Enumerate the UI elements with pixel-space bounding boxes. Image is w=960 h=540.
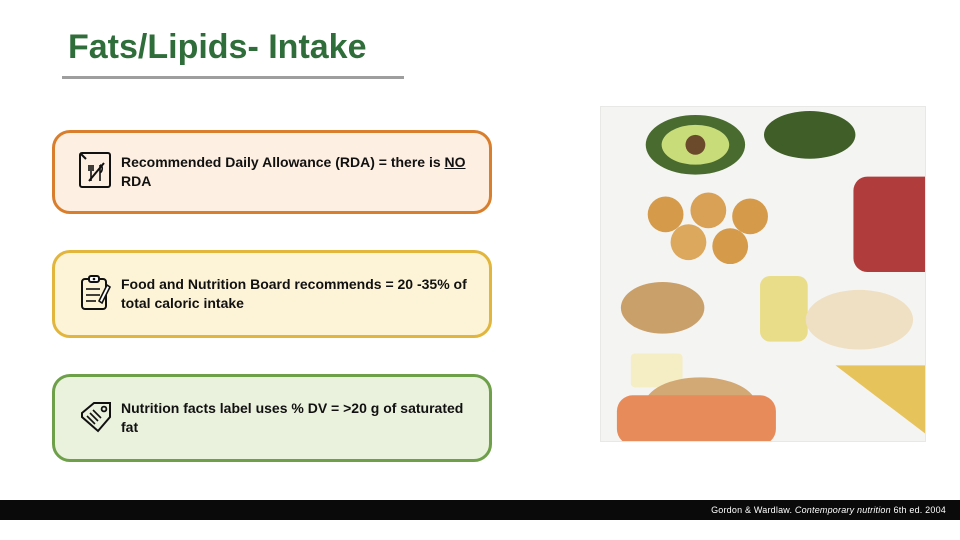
egg-2-shape: [690, 193, 726, 229]
salmon-shape: [617, 395, 776, 441]
egg-3-shape: [732, 198, 768, 234]
citation-edition: 6th ed. 2004: [894, 505, 946, 515]
card-rda-text-pre: Recommended Daily Allowance (RDA) = ther…: [121, 154, 445, 170]
card-rda-text-post: RDA: [121, 173, 151, 189]
title-underline: [62, 76, 404, 79]
card-dv: Nutrition facts label uses % DV = >20 g …: [52, 374, 492, 462]
almond-bowl-shape: [621, 282, 704, 334]
card-dv-text: Nutrition facts label uses % DV = >20 g …: [121, 399, 475, 437]
clipboard-pencil-icon: [69, 273, 121, 315]
citation-footer: Gordon & Wardlaw. Contemporary nutrition…: [0, 500, 960, 520]
citation-authors: Gordon & Wardlaw.: [711, 505, 792, 515]
card-fnb: Food and Nutrition Board recommends = 20…: [52, 250, 492, 338]
walnut-bowl-shape: [806, 290, 913, 350]
beef-shape: [853, 177, 925, 272]
egg-1-shape: [648, 196, 684, 232]
utensils-page-icon: [69, 151, 121, 193]
egg-4-shape: [671, 224, 707, 260]
food-photo-panel: [600, 106, 926, 442]
page-title: Fats/Lipids- Intake: [68, 28, 367, 67]
card-rda: Recommended Daily Allowance (RDA) = ther…: [52, 130, 492, 214]
citation-title: Contemporary nutrition: [795, 505, 891, 515]
slide: Fats/Lipids- Intake Recommended Daily Al…: [0, 0, 960, 540]
card-rda-text-emph: NO: [445, 154, 466, 170]
egg-5-shape: [712, 228, 748, 264]
card-rda-text: Recommended Daily Allowance (RDA) = ther…: [121, 153, 475, 191]
oil-bottle-shape: [760, 276, 808, 342]
price-tag-icon: [69, 397, 121, 439]
card-fnb-text: Food and Nutrition Board recommends = 20…: [121, 275, 475, 313]
avocado-half-2-shape: [764, 111, 855, 159]
avocado-pit-shape: [685, 135, 705, 155]
